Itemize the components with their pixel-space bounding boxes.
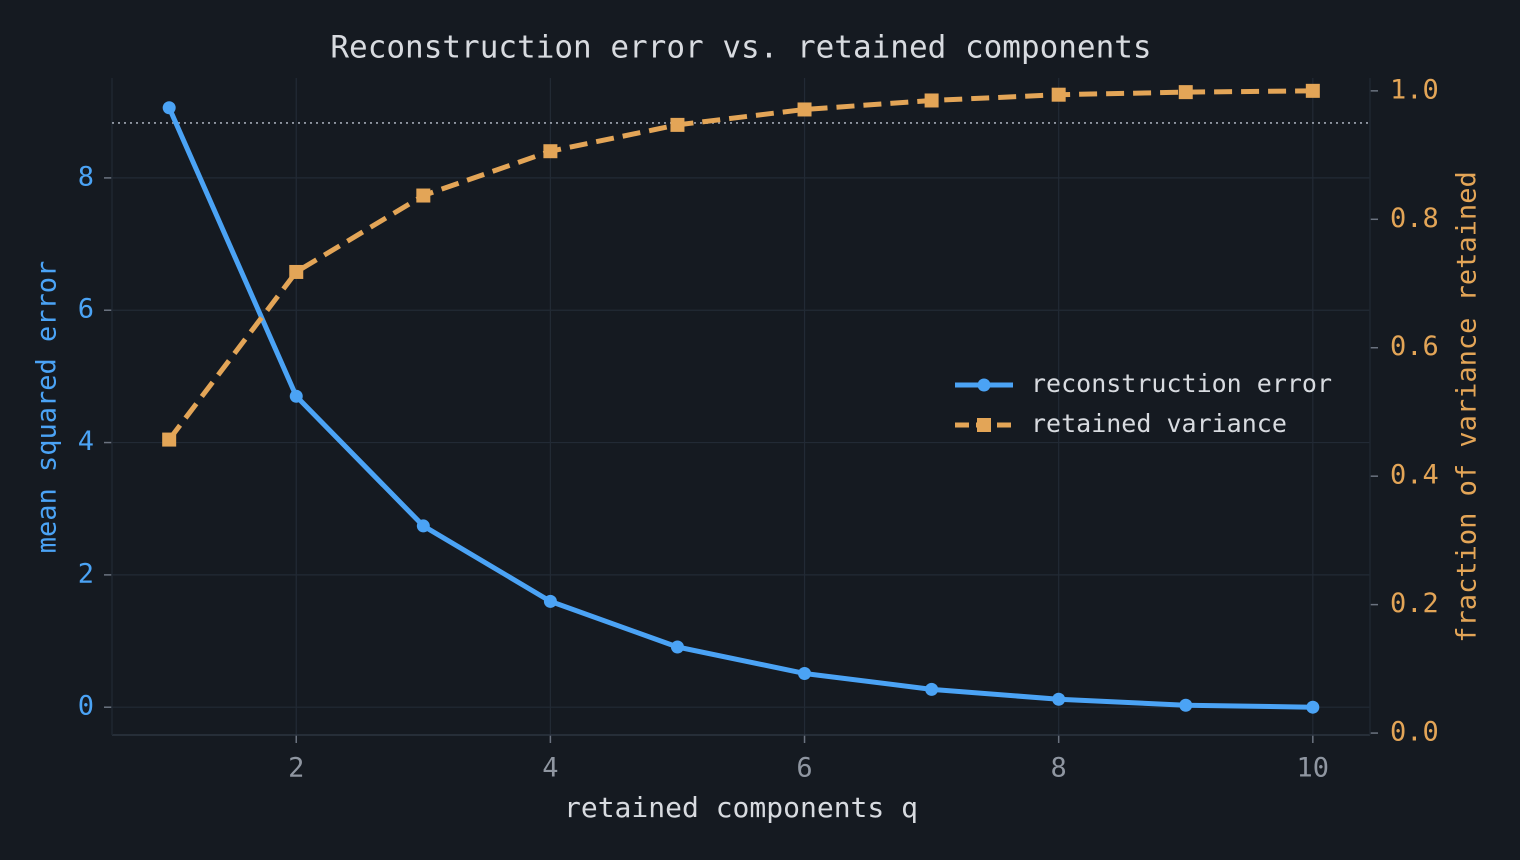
- x-tick-label: 8: [1051, 753, 1067, 784]
- marker: [798, 666, 812, 680]
- marker: [1306, 700, 1320, 714]
- y-axis-label: mean squared error: [32, 261, 63, 554]
- marker: [670, 640, 684, 654]
- y2-tick-label: 0.2: [1390, 588, 1439, 619]
- x-tick-label: 2: [288, 753, 304, 784]
- y2-axis-label: fraction of variance retained: [1452, 171, 1483, 642]
- y-tick-label: 6: [78, 294, 94, 325]
- series-line: [167, 88, 1313, 442]
- marker: [925, 682, 939, 696]
- marker: [1305, 83, 1320, 98]
- y-tick-label: 2: [78, 558, 94, 589]
- marker: [924, 93, 939, 108]
- y2-tick-label: 0.6: [1390, 331, 1439, 362]
- marker: [416, 519, 430, 533]
- y2-tick-label: 0.0: [1390, 717, 1439, 748]
- marker: [162, 101, 176, 115]
- marker: [162, 432, 177, 447]
- marker: [797, 102, 812, 117]
- series-line: [166, 106, 1313, 710]
- y-tick-label: 0: [78, 691, 94, 722]
- marker: [289, 389, 303, 403]
- marker: [543, 144, 558, 159]
- y-tick-label: 8: [78, 161, 94, 192]
- marker: [1051, 87, 1066, 102]
- marker: [670, 117, 685, 132]
- marker: [289, 264, 304, 279]
- legend-marker: [977, 378, 991, 392]
- legend-label: reconstruction error: [1031, 369, 1332, 398]
- marker: [543, 594, 557, 608]
- chart-title: Reconstruction error vs. retained compon…: [330, 30, 1151, 66]
- legend-label: retained variance: [1031, 409, 1287, 438]
- x-tick-label: 6: [796, 753, 812, 784]
- legend-marker: [977, 418, 991, 432]
- marker: [1179, 698, 1193, 712]
- y2-tick-label: 1.0: [1390, 74, 1439, 105]
- marker: [1052, 692, 1066, 706]
- y-tick-label: 4: [78, 426, 94, 457]
- x-tick-label: 10: [1297, 753, 1330, 784]
- x-axis-label: retained components q: [564, 791, 918, 824]
- x-tick-label: 4: [542, 753, 558, 784]
- y2-tick-label: 0.4: [1390, 460, 1439, 491]
- marker: [1178, 85, 1193, 100]
- marker: [416, 188, 431, 203]
- y2-tick-label: 0.8: [1390, 203, 1439, 234]
